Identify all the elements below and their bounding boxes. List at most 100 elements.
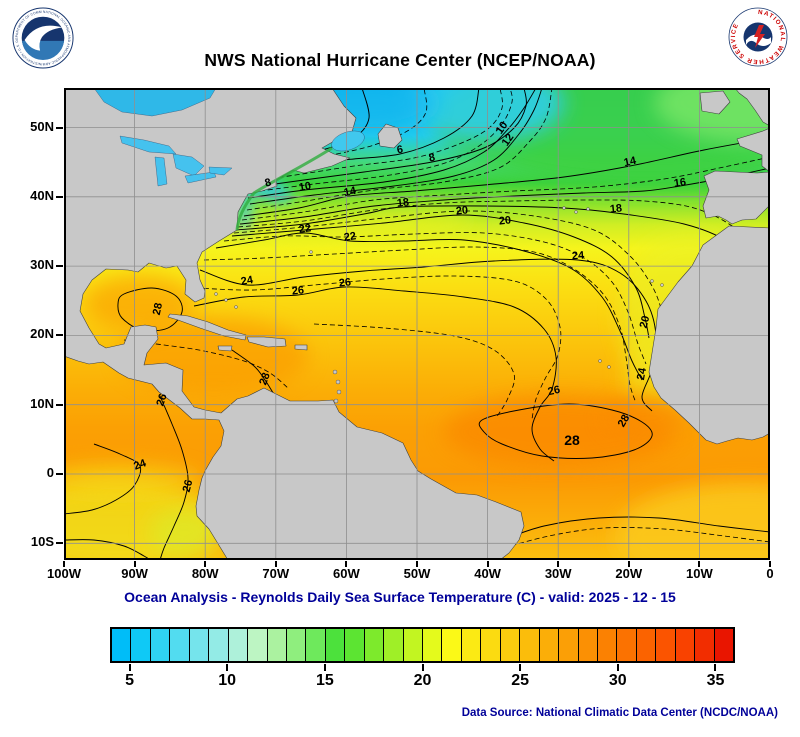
sst-contour-27 [495, 527, 771, 551]
lon-tick-label: 20W [615, 566, 643, 581]
contour-label: 20 [455, 204, 468, 217]
map-frame [64, 88, 770, 560]
lat-tick-mark [56, 473, 63, 475]
contour-label: 16 [673, 176, 687, 190]
contour-label: 18 [396, 196, 409, 209]
contour-label: 8 [428, 151, 436, 164]
colorbar-cell [403, 629, 423, 661]
colorbar-cell [423, 629, 443, 661]
colorbar-cell [636, 629, 657, 661]
lon-tick-mark [416, 561, 418, 567]
colorbar-cell [597, 629, 618, 661]
sst-contour-27 [313, 323, 515, 419]
lake-superior [119, 135, 177, 155]
contour-label: 6 [396, 144, 404, 157]
land-iberia [702, 170, 771, 225]
lon-tick-label: 90W [121, 566, 148, 581]
contour-label: 20 [498, 214, 511, 227]
colorbar-tick-label: 35 [706, 672, 725, 689]
contour-label: 24 [240, 274, 255, 288]
contour-label: 26 [181, 479, 196, 494]
land-newfoundland [377, 123, 403, 149]
lat-tick-mark [56, 542, 63, 545]
contour-label: 26 [291, 284, 304, 297]
colorbar-cell [559, 629, 579, 661]
page-title: NWS National Hurricane Center (NCEP/NOAA… [204, 50, 596, 70]
contour-label: 14 [623, 155, 638, 169]
land-ireland [699, 90, 731, 115]
sst-contour-10 [247, 87, 537, 199]
sst-contour-24 [63, 443, 142, 515]
lon-tick-label: 80W [191, 566, 219, 581]
lon-tick-mark [769, 561, 771, 567]
sst-contour-26 [159, 395, 189, 561]
contour-label: 24 [132, 457, 148, 473]
lon-tick-label: 60W [333, 566, 360, 581]
sst-contour-13 [246, 87, 553, 211]
colorbar-tick-label: 20 [413, 672, 432, 689]
lon-tick-mark [627, 561, 630, 567]
colorbar-cell [228, 629, 249, 661]
map-caption: Ocean Analysis - Reynolds Daily Sea Surf… [124, 589, 676, 605]
lat-tick-mark [56, 403, 63, 406]
land-jamaica [217, 345, 233, 352]
colorbar-cell [481, 629, 501, 661]
sst-contour-28 [117, 287, 183, 332]
sst-contour-8 [253, 87, 527, 188]
land-puerto-rico [294, 344, 308, 351]
colorbar-tick-label: 30 [608, 672, 627, 689]
lake-michigan [154, 156, 168, 187]
lake-erie [184, 171, 217, 184]
colorbar [110, 627, 735, 663]
sst-contour-23 [203, 246, 637, 404]
contour-label: 10 [494, 120, 511, 137]
contour-label: 24 [635, 366, 649, 381]
contour-label: 8 [263, 176, 272, 189]
colorbar-cell [675, 629, 696, 661]
sst-contour-19 [233, 210, 667, 337]
nws-lightning-icon [754, 25, 765, 48]
sst-contour-15 [241, 156, 771, 221]
lake-ontario [208, 166, 233, 176]
lat-tick-label: 20N [30, 326, 54, 342]
sst-contour-9 [251, 87, 513, 193]
colorbar-cell [442, 629, 462, 661]
colorbar-cell [170, 629, 190, 661]
sst-map: 6 8 8 10 10 12 14 14 16 18 18 20 20 20 22 22 24 24 24 26 26 2… [4, 48, 800, 593]
colorbar-tick-label: 5 [125, 672, 134, 689]
colorbar-cell [520, 629, 540, 661]
colorbar-tick-mark [226, 664, 229, 671]
colorbar-cell [695, 629, 715, 661]
lat-tick-mark [56, 265, 63, 268]
data-source: Data Source: National Climatic Data Cent… [461, 707, 778, 719]
lat-tick-label: 10N [30, 395, 54, 411]
lon-tick-label: 40W [474, 566, 501, 581]
lon-tick-mark [486, 561, 489, 567]
lon-tick-mark [63, 561, 65, 567]
sst-contour-16 [239, 167, 771, 225]
colorbar-cell [461, 629, 482, 661]
lat-tick-label: 40N [30, 187, 54, 203]
colorbar-cell [112, 629, 132, 661]
land-americas [63, 87, 525, 561]
lon-tick-label: 100W [47, 566, 81, 581]
noaa-logo-svg: NATIONAL OCEANIC AND ATMOSPHERIC ADMINIS… [11, 4, 74, 69]
lake-huron [172, 153, 205, 177]
colorbar-cell [539, 629, 560, 661]
colorbar-cell [617, 629, 637, 661]
nws-logo-svg: NATIONAL WEATHER SERVICE [728, 7, 788, 67]
contour-label: 10 [298, 180, 312, 194]
noaa-seabird-icon [24, 25, 63, 51]
lon-tick-label: 30W [544, 566, 572, 581]
colorbar-tick-label: 10 [218, 672, 237, 689]
contour-label: 22 [343, 230, 357, 244]
colorbar-tick-mark [323, 664, 326, 671]
lat-tick-label: 10S [30, 534, 54, 550]
gulf-of-st-lawrence [331, 130, 365, 152]
sst-contour-14 [243, 137, 771, 217]
lat-tick-mark [56, 195, 63, 198]
colorbar-tick-mark [616, 664, 619, 671]
lat-tick-label: 30N [30, 257, 54, 273]
lat-tick-label: 0 [46, 465, 54, 480]
